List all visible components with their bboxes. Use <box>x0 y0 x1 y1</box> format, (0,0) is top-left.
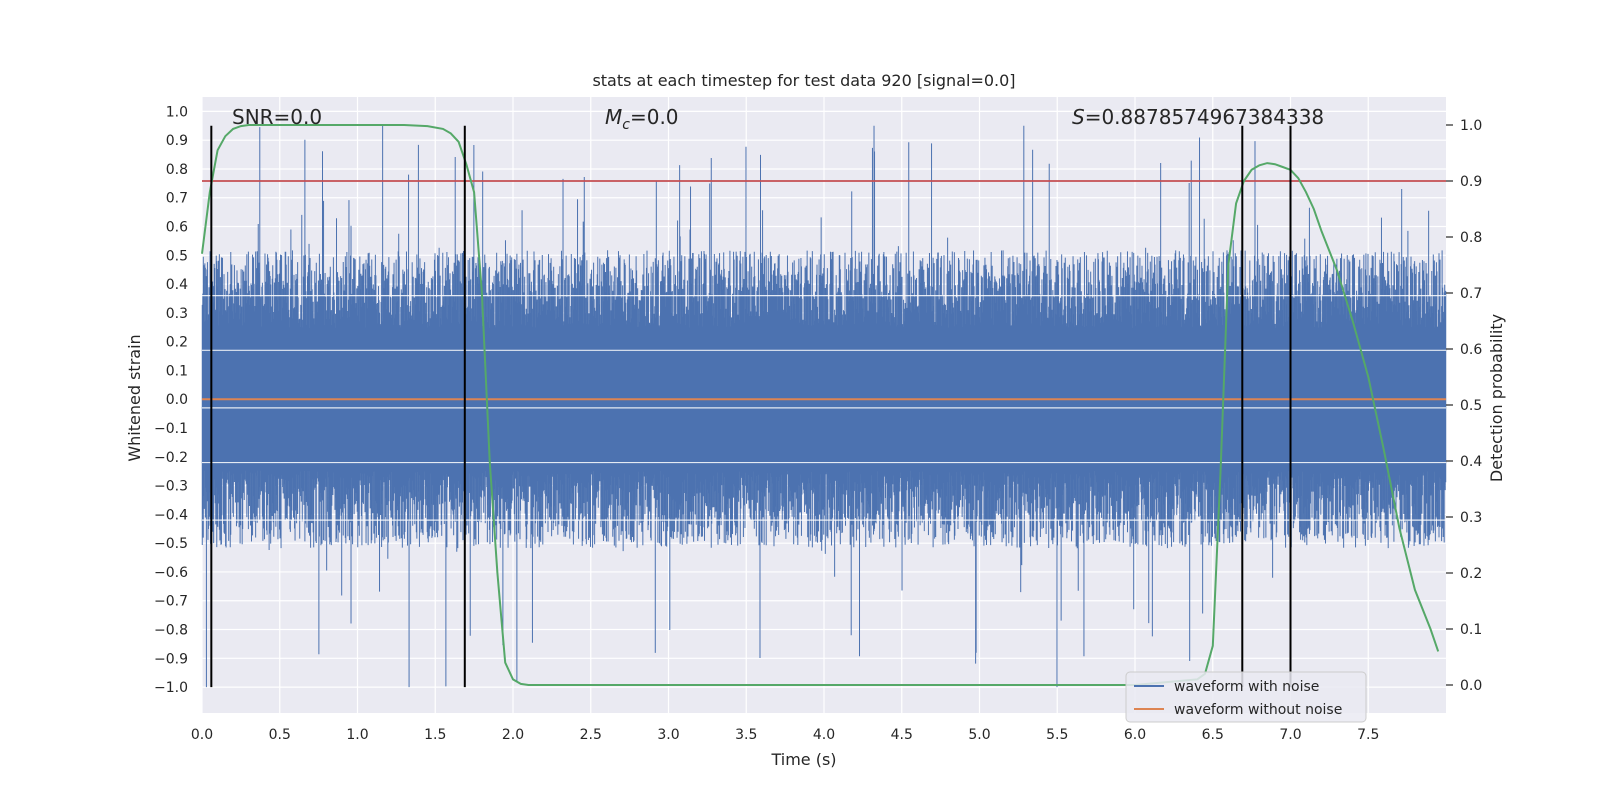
x-tick-label: 3.0 <box>657 727 679 743</box>
annotation-s-value: =0.8878574967384338 <box>1085 105 1324 129</box>
y-right-tick-label: 0.8 <box>1460 230 1482 246</box>
annotation-snr: SNR=0.0 <box>232 105 322 129</box>
x-tick-label: 7.0 <box>1279 727 1301 743</box>
x-tick-label: 2.5 <box>580 727 602 743</box>
y-right-tick-label: 0.4 <box>1460 454 1482 470</box>
y-left-tick-label: 0.9 <box>166 133 188 149</box>
chart-title: stats at each timestep for test data 920… <box>592 71 1015 90</box>
y-left-tick-label: −0.2 <box>154 450 188 466</box>
y-left-tick-label: 0.2 <box>166 335 188 351</box>
x-tick-label: 1.0 <box>346 727 368 743</box>
y-axis-left-ticks: 1.0 0.9 0.8 0.7 0.6 0.5 0.4 0.3 0.2 0.1 0.0 −0.1 −0.… <box>154 104 188 696</box>
legend: waveform with noise waveform without nois… <box>1125 671 1367 723</box>
y-axis-right-ticks: 1.0 0.9 0.8 0.7 0.6 0.5 0.4 0.3 0.2 0.1 0.0 <box>1446 118 1482 694</box>
y-axis-label-right: Detection probability <box>1487 314 1506 482</box>
y-left-tick-label: −0.3 <box>154 479 188 495</box>
y-left-tick-label: 0.0 <box>166 392 188 408</box>
annotation-s-symbol: S <box>1072 105 1085 129</box>
x-axis-ticks: 0.0 0.5 1.0 1.5 2.0 2.5 3.0 3.5 4.0 4.5 5.0 5.5 6.0 6… <box>191 727 1380 743</box>
legend-box <box>1125 671 1367 723</box>
y-right-tick-label: 0.1 <box>1460 622 1482 638</box>
x-tick-label: 1.5 <box>424 727 446 743</box>
y-left-tick-label: 0.6 <box>166 220 188 236</box>
annotation-mc-sub: c <box>622 117 630 133</box>
y-right-tick-label: 0.7 <box>1460 286 1482 302</box>
y-left-tick-label: 1.0 <box>166 104 188 120</box>
legend-entry-label: waveform without noise <box>1174 702 1342 718</box>
y-right-tick-label: 0.0 <box>1460 678 1482 694</box>
y-left-tick-label: 0.4 <box>166 277 188 293</box>
y-left-tick-label: 0.3 <box>166 306 188 322</box>
y-left-tick-label: 0.1 <box>166 363 188 379</box>
y-left-tick-label: 0.5 <box>166 248 188 264</box>
x-tick-label: 4.0 <box>813 727 835 743</box>
x-tick-label: 6.5 <box>1202 727 1224 743</box>
y-left-tick-label: −0.5 <box>154 536 188 552</box>
x-tick-label: 3.5 <box>735 727 757 743</box>
y-left-tick-label: 0.8 <box>166 162 188 178</box>
y-left-tick-label: −0.6 <box>154 565 188 581</box>
x-tick-label: 4.5 <box>891 727 913 743</box>
y-axis-label-left: Whitened strain <box>125 334 144 461</box>
annotation-mc-symbol: M <box>605 105 622 129</box>
y-right-tick-label: 0.9 <box>1460 174 1482 190</box>
x-tick-label: 5.5 <box>1046 727 1068 743</box>
legend-entry-label: waveform with noise <box>1174 679 1319 695</box>
x-tick-label: 0.0 <box>191 727 213 743</box>
series-detection-probability <box>201 124 1440 686</box>
y-right-tick-label: 0.2 <box>1460 566 1482 582</box>
annotation-mc-value: =0.0 <box>630 105 679 129</box>
x-tick-label: 6.0 <box>1124 727 1146 743</box>
y-right-tick-label: 0.6 <box>1460 342 1482 358</box>
y-left-tick-label: −0.1 <box>154 421 188 437</box>
x-tick-label: 0.5 <box>269 727 291 743</box>
y-left-tick-label: −0.4 <box>154 507 188 523</box>
y-left-tick-label: −0.7 <box>154 594 188 610</box>
plot-area: 0.0 0.5 1.0 1.5 2.0 2.5 3.0 3.5 4.0 4.5 5.0 5.5 6.0 6… <box>154 97 1482 743</box>
annotation-score: S=0.8878574967384338 <box>1072 105 1324 129</box>
x-tick-label: 7.5 <box>1357 727 1379 743</box>
x-tick-label: 2.0 <box>502 727 524 743</box>
x-tick-label: 5.0 <box>968 727 990 743</box>
y-left-tick-label: −0.9 <box>154 651 188 667</box>
y-right-tick-label: 0.5 <box>1460 398 1482 414</box>
y-left-tick-label: −0.8 <box>154 623 188 639</box>
y-right-tick-label: 1.0 <box>1460 118 1482 134</box>
y-left-tick-label: 0.7 <box>166 191 188 207</box>
y-left-tick-label: −1.0 <box>154 680 188 696</box>
annotation-chirp-mass: Mc=0.0 <box>605 105 679 133</box>
y-right-tick-label: 0.3 <box>1460 510 1482 526</box>
x-axis-label: Time (s) <box>770 750 836 769</box>
